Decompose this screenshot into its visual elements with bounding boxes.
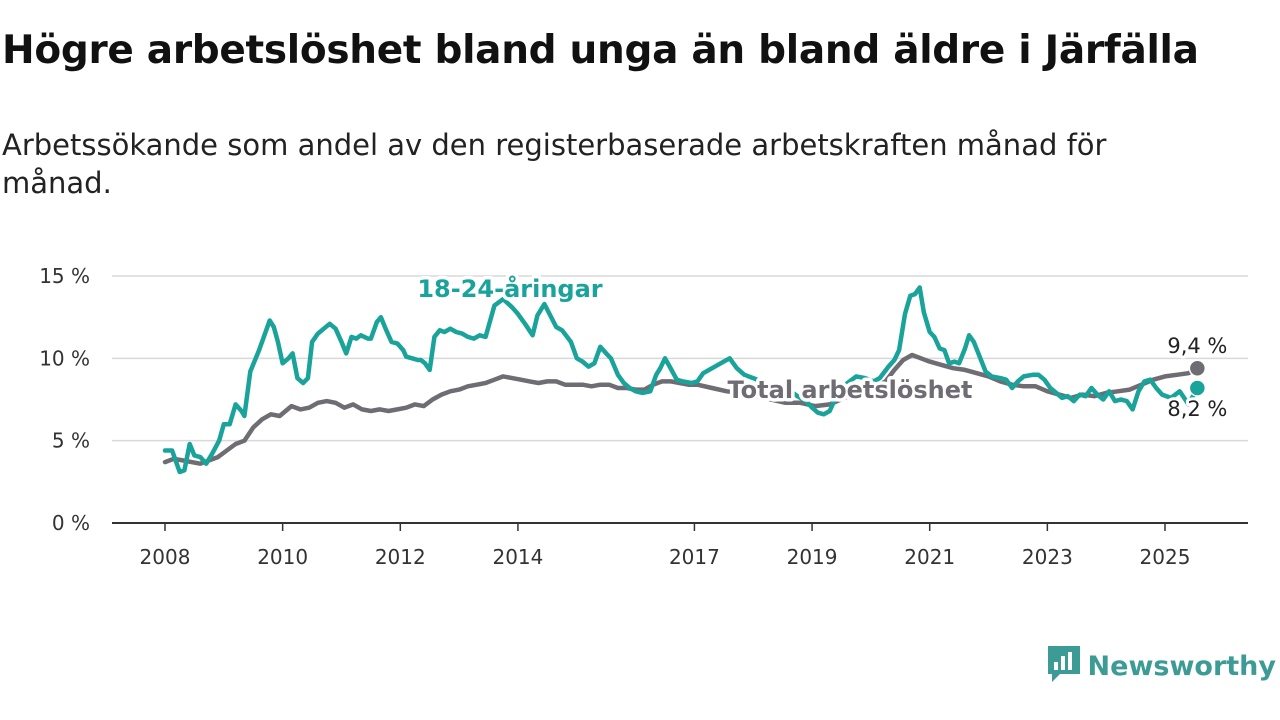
series-line <box>162 285 1200 475</box>
series-label-halo: 18-24-åringar <box>417 274 602 303</box>
y-tick-label: 10 % <box>39 346 90 370</box>
end-label-halo: 9,4 % <box>1167 334 1227 358</box>
series-label-halo: Total arbetslöshet <box>727 376 972 404</box>
series-line <box>162 352 1200 466</box>
series-end-label: 8,2 % <box>1167 397 1227 421</box>
y-tick-label: 5 % <box>52 429 90 453</box>
x-tick-label: 2014 <box>492 545 543 569</box>
series-label: Total arbetslöshet <box>727 376 972 404</box>
brand-logo: Newsworthy <box>1046 644 1276 688</box>
series-end-label: 9,4 % <box>1167 334 1227 358</box>
x-tick-label: 2010 <box>257 545 308 569</box>
x-tick-label: 2017 <box>669 545 720 569</box>
y-tick-label: 0 % <box>52 511 90 535</box>
chart-subtitle: Arbetssökande som andel av den registerb… <box>2 128 1107 200</box>
x-tick-label: 2008 <box>140 545 191 569</box>
y-axis-ticks: 0 % 5 % 10 % 15 % <box>39 264 90 535</box>
bar-chart-logo-icon <box>1046 644 1082 688</box>
x-axis-ticks: 2008 2010 2012 2014 2017 2019 2021 2023 2025 <box>140 523 1191 569</box>
series-end-marker <box>1188 359 1207 377</box>
chart-title: Högre arbetslöshet bland unga än bland ä… <box>2 28 1199 73</box>
series-lines <box>162 285 1200 475</box>
brand-name: Newsworthy <box>1087 650 1276 682</box>
x-tick-label: 2025 <box>1140 545 1191 569</box>
x-tick-label: 2019 <box>787 545 838 569</box>
gridlines <box>112 275 1248 442</box>
series-end-markers: 8,2 %8,2 %9,4 %9,4 % <box>1164 331 1230 424</box>
series-label: 18-24-åringar <box>417 274 602 303</box>
end-label-halo: 8,2 % <box>1167 397 1227 421</box>
x-tick-label: 2021 <box>904 545 955 569</box>
x-tick-label: 2023 <box>1022 545 1073 569</box>
series-end-marker <box>1188 379 1207 397</box>
x-tick-label: 2012 <box>375 545 426 569</box>
y-tick-label: 15 % <box>39 264 90 288</box>
